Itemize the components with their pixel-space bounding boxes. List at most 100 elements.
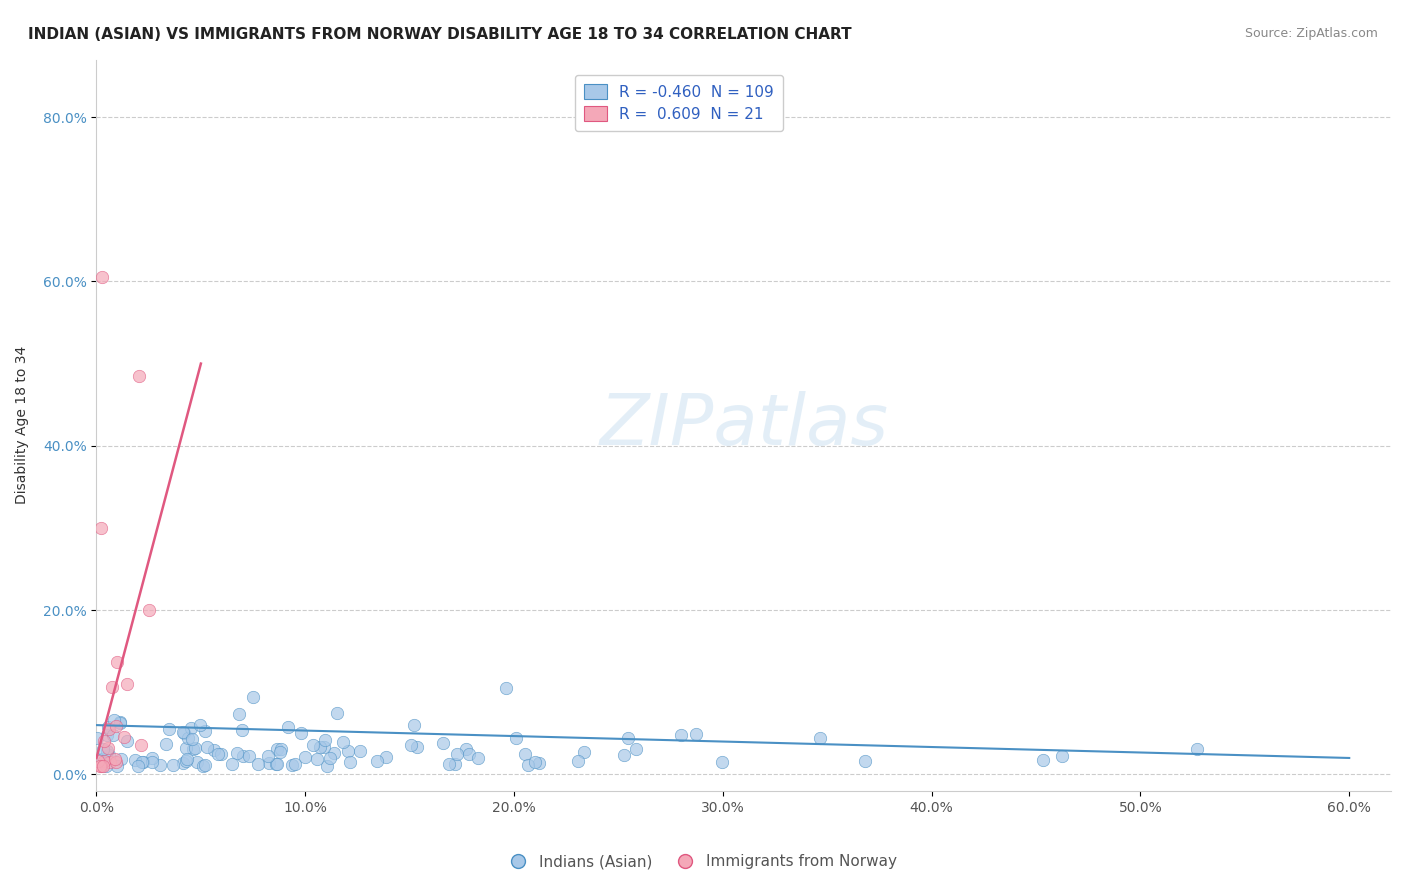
Point — [90, 752, 112, 766]
Point — [174, 755, 197, 769]
Point — [96, 720, 118, 734]
Point — [231, 723, 253, 737]
Point — [495, 681, 517, 695]
Point — [93, 734, 115, 748]
Point — [616, 731, 638, 746]
Point — [314, 740, 336, 755]
Point — [87, 754, 110, 768]
Point — [323, 746, 346, 760]
Point — [437, 757, 460, 772]
Point — [523, 756, 546, 770]
Point — [277, 720, 299, 734]
Point — [290, 725, 312, 739]
Point — [711, 755, 734, 769]
Point — [131, 755, 153, 769]
Point — [207, 747, 229, 761]
Point — [624, 742, 647, 756]
Point — [101, 728, 124, 742]
Point — [114, 730, 136, 744]
Point — [228, 706, 250, 721]
Point — [184, 740, 207, 755]
Point — [1052, 748, 1074, 763]
Point — [194, 724, 217, 739]
Point — [527, 756, 550, 770]
Point — [141, 756, 163, 770]
Point — [90, 270, 112, 285]
Point — [110, 752, 132, 766]
Point — [195, 739, 218, 754]
Point — [443, 756, 465, 771]
Point — [100, 680, 122, 694]
Point — [1185, 742, 1208, 756]
Point — [202, 743, 225, 757]
Point — [132, 755, 155, 769]
Point — [128, 368, 150, 383]
Point — [259, 756, 281, 770]
Point — [339, 756, 361, 770]
Point — [172, 724, 194, 739]
Point — [256, 749, 278, 764]
Point — [456, 742, 478, 756]
Point — [181, 731, 204, 746]
Point — [172, 756, 194, 770]
Legend: R = -0.460  N = 109, R =  0.609  N = 21: R = -0.460 N = 109, R = 0.609 N = 21 — [575, 75, 783, 131]
Point — [269, 745, 291, 759]
Point — [97, 747, 120, 762]
Point — [326, 706, 349, 720]
Point — [209, 747, 232, 762]
Point — [91, 759, 114, 773]
Point — [270, 741, 292, 756]
Point — [94, 758, 117, 772]
Point — [853, 754, 876, 768]
Text: INDIAN (ASIAN) VS IMMIGRANTS FROM NORWAY DISABILITY AGE 18 TO 34 CORRELATION CHA: INDIAN (ASIAN) VS IMMIGRANTS FROM NORWAY… — [28, 27, 852, 42]
Point — [174, 741, 197, 756]
Point — [284, 756, 307, 771]
Y-axis label: Disability Age 18 to 34: Disability Age 18 to 34 — [15, 346, 30, 504]
Text: ZIPatlas: ZIPatlas — [599, 391, 889, 459]
Point — [90, 521, 112, 535]
Point — [307, 751, 329, 765]
Point — [127, 758, 149, 772]
Point — [110, 716, 132, 731]
Point — [1031, 753, 1053, 767]
Point — [141, 750, 163, 764]
Point — [155, 737, 177, 751]
Point — [572, 745, 595, 759]
Legend: Indians (Asian), Immigrants from Norway: Indians (Asian), Immigrants from Norway — [503, 848, 903, 875]
Point — [190, 718, 212, 732]
Point — [177, 731, 200, 745]
Point — [332, 735, 354, 749]
Point — [173, 726, 195, 740]
Point — [516, 758, 538, 772]
Point — [404, 718, 426, 732]
Point — [124, 753, 146, 767]
Point — [318, 750, 340, 764]
Point — [115, 677, 138, 691]
Point — [176, 752, 198, 766]
Point — [399, 738, 422, 752]
Point — [90, 758, 112, 772]
Point — [613, 748, 636, 763]
Point — [505, 731, 527, 746]
Point — [149, 758, 172, 772]
Point — [266, 756, 288, 771]
Point — [281, 758, 304, 772]
Point — [129, 738, 152, 752]
Point — [105, 655, 128, 669]
Point — [406, 740, 429, 755]
Point — [104, 719, 127, 733]
Point — [467, 751, 489, 765]
Point — [375, 749, 398, 764]
Point — [513, 747, 536, 762]
Point — [366, 754, 388, 768]
Point — [162, 757, 184, 772]
Point — [104, 752, 127, 766]
Point — [103, 713, 125, 727]
Point — [685, 727, 707, 741]
Point — [97, 722, 120, 736]
Point — [96, 728, 118, 742]
Point — [89, 758, 111, 772]
Point — [315, 759, 337, 773]
Point — [96, 744, 118, 758]
Point — [242, 690, 264, 704]
